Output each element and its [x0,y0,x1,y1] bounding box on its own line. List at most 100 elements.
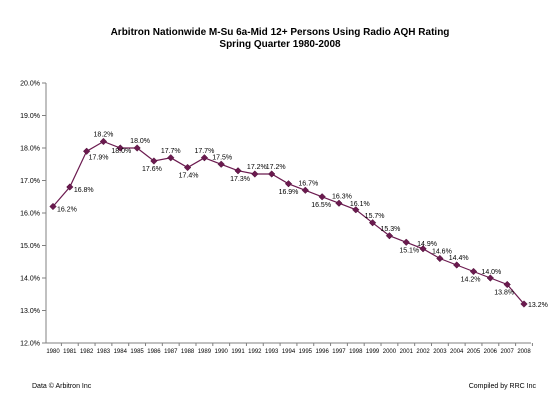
data-label: 16.7% [298,180,318,187]
x-tick-label: 1986 [147,349,161,355]
x-tick-label: 1992 [248,349,262,355]
series-line [52,140,525,305]
data-label: 14.2% [461,277,481,284]
x-tick-label: 1983 [97,349,111,355]
data-label: 18.2% [94,132,114,139]
x-tick-label: 1984 [114,349,128,355]
data-point-marker [183,163,192,172]
data-label: 14.6% [432,249,452,256]
x-tick-label: 2000 [383,349,397,355]
x-tick-label: 1998 [349,349,363,355]
data-point-marker [150,157,158,165]
data-point-marker [234,167,242,175]
data-label: 14.9% [417,241,437,248]
data-label: 15.1% [399,247,419,254]
x-tick-label: 1991 [231,349,245,355]
data-label: 17.5% [212,154,232,161]
data-label: 16.3% [332,193,352,200]
chart-title: Arbitron Nationwide M-Su 6a-Mid 12+ Pers… [110,27,450,38]
y-tick-label: 18.0% [20,146,40,153]
y-tick-label: 14.0% [20,276,40,283]
y-tick-label: 20.0% [20,81,40,88]
data-label: 17.2% [247,164,267,171]
compiled-by-note: Compiled by RRC Inc [468,383,536,390]
data-point-marker [66,183,74,191]
data-point-marker [335,199,343,207]
x-tick-label: 1996 [315,349,329,355]
data-point-marker [99,137,108,146]
data-point-marker [436,254,444,263]
y-tick-label: 15.0% [20,243,40,250]
x-tick-label: 2006 [484,349,498,355]
x-tick-label: 1981 [63,349,77,355]
data-point-marker [402,238,410,246]
data-label: 14.0% [481,269,501,276]
data-point-marker [284,180,293,188]
data-label: 16.1% [350,201,370,208]
chart-subtitle: Spring Quarter 1980-2008 [219,39,341,50]
x-tick-label: 1985 [130,349,144,355]
data-point-marker [486,274,495,282]
x-tick-label: 2008 [517,349,531,355]
data-point-marker [251,170,259,178]
data-point-marker [200,154,209,162]
data-label: 17.9% [89,154,109,161]
data-point-marker [49,202,57,211]
data-point-marker [82,147,91,155]
data-point-marker [268,170,276,178]
x-tick-label: 1999 [366,349,380,355]
x-tick-label: 1994 [282,349,296,355]
data-label: 16.2% [57,207,77,214]
data-label: 17.3% [230,176,250,183]
data-point-marker [453,261,461,269]
data-label: 18.0% [130,138,150,145]
x-tick-label: 2003 [433,349,447,355]
data-point-marker [116,144,124,152]
x-tick-label: 1987 [164,349,178,355]
y-tick-label: 16.0% [20,211,40,218]
x-tick-label: 1982 [80,349,94,355]
y-tick-label: 13.0% [20,308,40,315]
data-point-marker [503,280,511,289]
data-label: 16.8% [74,187,94,194]
data-point-marker [167,154,175,162]
data-label: 17.4% [179,173,199,180]
data-point-marker [419,245,427,253]
x-tick-label: 2002 [416,349,430,355]
x-tick-label: 1995 [299,349,313,355]
data-point-marker [520,300,528,308]
data-label: 13.2% [528,302,548,309]
x-tick-label: 1989 [198,349,212,355]
data-label: 16.9% [279,189,299,196]
data-label: 17.7% [194,148,214,155]
x-tick-label: 1997 [332,349,346,355]
data-point-marker [469,267,478,276]
data-label: 15.7% [365,213,385,220]
data-point-marker [385,232,394,240]
data-point-marker [217,160,225,168]
data-label: 15.3% [380,226,400,233]
data-point-marker [301,186,309,194]
data-point-marker [318,193,326,201]
x-tick-label: 2001 [400,349,414,355]
data-label: 17.7% [161,148,181,155]
data-label: 17.6% [142,166,162,173]
x-tick-label: 1988 [181,349,195,355]
x-tick-label: 2005 [467,349,481,355]
data-source-note: Data © Arbitron Inc [32,383,92,390]
x-tick-label: 1993 [265,349,279,355]
data-label: 14.4% [449,255,469,262]
data-point-marker [352,206,360,214]
data-point-marker [133,144,141,152]
data-label: 13.8% [494,290,514,297]
data-label: 17.2% [266,164,286,171]
data-label: 16.5% [311,202,331,209]
data-point-marker [368,219,377,227]
y-tick-label: 19.0% [20,113,40,120]
data-label: 18.0% [111,148,131,155]
x-tick-label: 1980 [46,349,60,355]
x-tick-label: 2007 [500,349,514,355]
y-tick-label: 12.0% [20,341,40,348]
y-tick-label: 17.0% [20,178,40,185]
